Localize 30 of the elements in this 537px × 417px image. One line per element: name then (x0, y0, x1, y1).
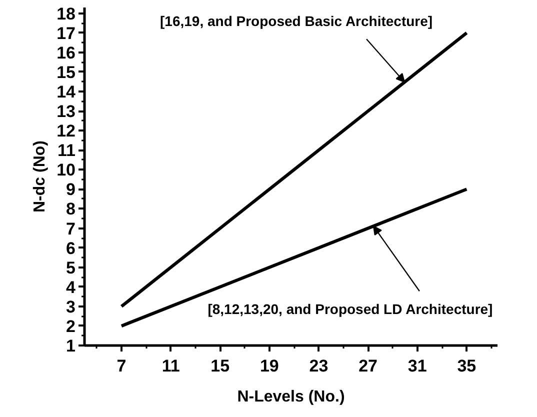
x-tick-label: 27 (358, 356, 378, 376)
x-tick-label: 19 (260, 356, 279, 376)
x-tick-label: 15 (210, 356, 230, 376)
y-axis-title: N-dc (No) (32, 140, 49, 212)
y-tick-label: 4 (66, 278, 76, 297)
y-tick-label: 7 (66, 219, 76, 238)
y-tick-label: 17 (56, 24, 76, 43)
y-tick-label: 2 (66, 316, 76, 336)
y-tick-label: 13 (56, 102, 76, 122)
x-tick-label: 7 (116, 356, 126, 376)
series-label: [8,12,13,20, and Proposed LD Architecture] (208, 301, 493, 318)
y-tick-label: 15 (56, 62, 76, 82)
x-tick-label: 35 (457, 356, 476, 376)
y-tick-label: 14 (56, 82, 76, 102)
y-tick-label: 9 (66, 180, 76, 200)
x-axis-title: N-Levels (No.) (237, 388, 345, 406)
series-label: [16,19, and Proposed Basic Architecture] (160, 13, 433, 30)
y-tick-label: 10 (56, 160, 76, 180)
y-tick-label: 1 (66, 336, 76, 356)
x-tick-label: 11 (162, 356, 180, 376)
y-tick-label: 18 (56, 4, 76, 24)
y-tick-label: 12 (56, 122, 76, 141)
y-tick-label: 16 (56, 43, 76, 62)
y-tick-label: 6 (66, 238, 76, 258)
y-tick-label: 11 (58, 141, 76, 160)
x-tick-label: 31 (408, 356, 427, 376)
y-tick-label: 3 (66, 297, 76, 316)
y-tick-label: 5 (66, 258, 76, 278)
y-tick-label: 8 (66, 200, 76, 219)
x-tick-label: 23 (309, 356, 328, 376)
